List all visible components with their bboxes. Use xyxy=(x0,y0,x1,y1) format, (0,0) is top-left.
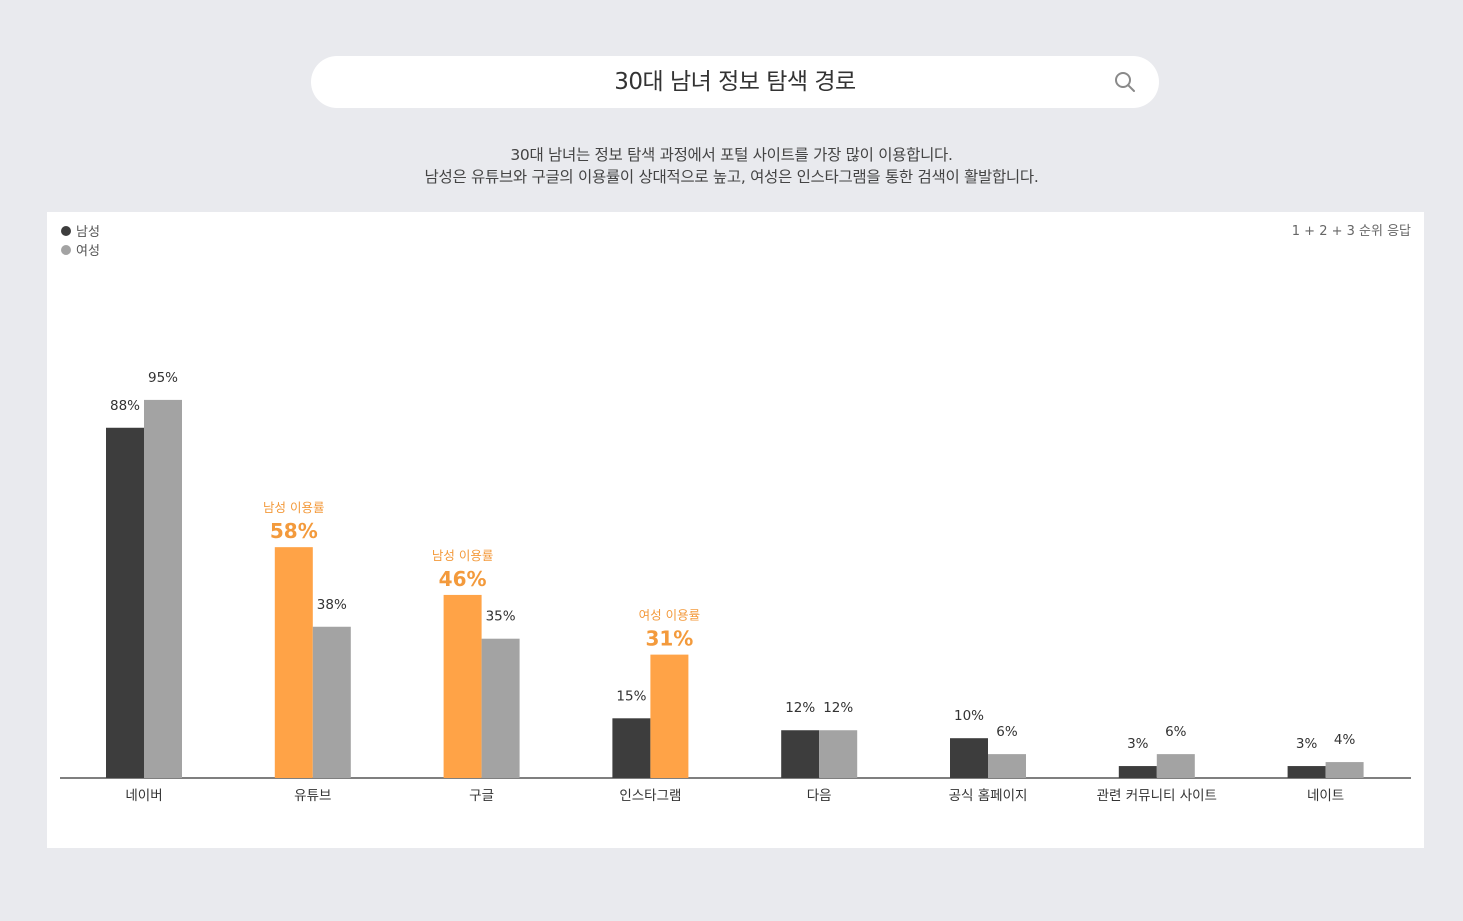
value-label-male-5: 10% xyxy=(954,708,984,724)
chart-note: 1 + 2 + 3 순위 응답 xyxy=(1292,224,1411,239)
value-label-male-6: 3% xyxy=(1127,736,1149,752)
bar-female-4 xyxy=(819,730,858,778)
bar-female-3 xyxy=(650,654,689,778)
bar-female-6 xyxy=(1156,754,1195,778)
value-label-male-3: 15% xyxy=(616,688,646,704)
bar-male-4 xyxy=(781,730,820,778)
value-label-female-6: 6% xyxy=(1165,724,1187,740)
bar-male-2 xyxy=(443,594,482,778)
legend-label-female: 여성 xyxy=(76,244,100,259)
bar-male-7 xyxy=(1287,766,1326,778)
value-label-female-0: 95% xyxy=(148,370,178,386)
category-label-2: 구글 xyxy=(469,788,494,804)
legend-marker-female xyxy=(61,245,71,255)
bar-male-5 xyxy=(950,738,988,778)
category-label-1: 유튜브 xyxy=(294,788,331,804)
value-label-male-4: 12% xyxy=(785,700,815,716)
highlight-caption-female-3: 여성 이용률 xyxy=(639,608,700,623)
bar-female-1 xyxy=(312,626,351,778)
value-label-female-5: 6% xyxy=(996,724,1018,740)
bar-female-5 xyxy=(988,754,1026,778)
bar-female-7 xyxy=(1325,762,1364,778)
value-label-male-7: 3% xyxy=(1296,736,1318,752)
highlight-caption-male-2: 남성 이용률 xyxy=(432,548,493,563)
bar-female-0 xyxy=(144,399,182,778)
category-label-6: 관련 커뮤니티 사이트 xyxy=(1097,788,1217,804)
search-icon[interactable] xyxy=(1113,70,1137,94)
value-label-male-2: 46% xyxy=(439,567,487,591)
description-line-1: 30대 남녀는 정보 탐색 과정에서 포털 사이트를 가장 많이 이용합니다. xyxy=(510,146,953,164)
value-label-male-1: 58% xyxy=(270,519,318,543)
description-line-2: 남성은 유튜브와 구글의 이용률이 상대적으로 높고, 여성은 인스타그램을 통… xyxy=(424,168,1039,186)
category-label-3: 인스타그램 xyxy=(619,788,681,804)
value-label-female-7: 4% xyxy=(1334,732,1356,748)
value-label-female-3: 31% xyxy=(645,627,693,651)
category-label-5: 공식 홈페이지 xyxy=(949,788,1028,804)
bar-male-3 xyxy=(612,718,651,778)
legend-label-male: 남성 xyxy=(76,225,100,240)
value-label-female-4: 12% xyxy=(823,700,853,716)
highlight-caption-male-1: 남성 이용률 xyxy=(263,500,324,515)
category-label-4: 다음 xyxy=(807,788,832,804)
search-bar[interactable]: 30대 남녀 정보 탐색 경로 xyxy=(311,56,1159,108)
value-label-female-2: 35% xyxy=(486,609,516,625)
value-label-female-1: 38% xyxy=(317,597,347,613)
bar-male-1 xyxy=(274,547,313,778)
category-label-7: 네이트 xyxy=(1307,788,1344,804)
value-label-male-0: 88% xyxy=(110,398,140,414)
bar-male-0 xyxy=(106,427,144,778)
chart-title: 30대 남녀 정보 탐색 경로 xyxy=(614,69,856,95)
category-label-0: 네이버 xyxy=(125,788,162,804)
legend-marker-male xyxy=(61,226,71,236)
bar-male-6 xyxy=(1118,766,1157,778)
bar-female-2 xyxy=(481,638,520,778)
